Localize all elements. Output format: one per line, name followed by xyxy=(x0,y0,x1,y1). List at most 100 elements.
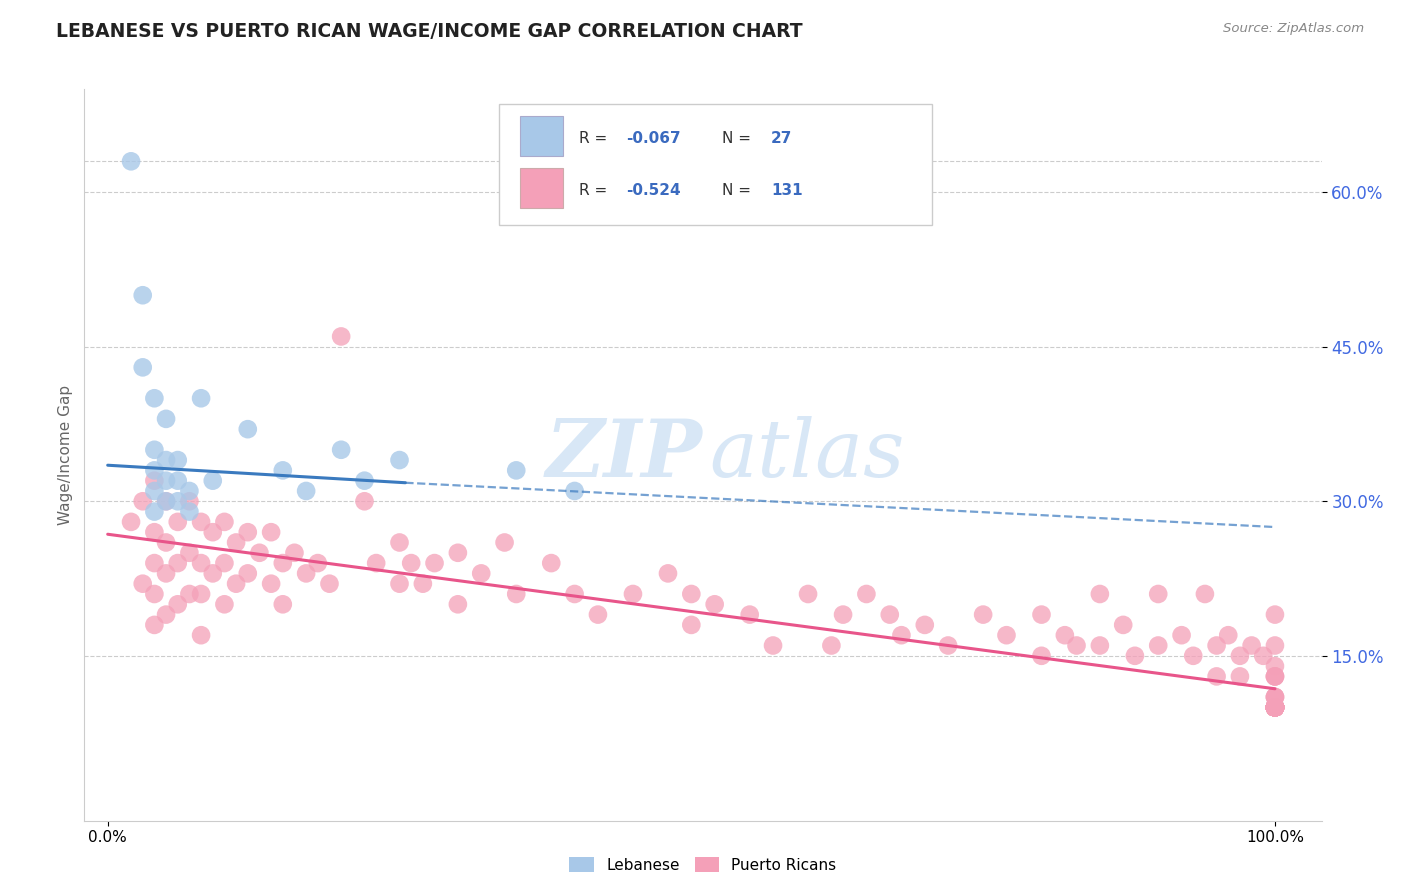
Point xyxy=(1264,700,1286,714)
Text: atlas: atlas xyxy=(709,417,904,493)
Point xyxy=(1240,639,1263,653)
Point xyxy=(143,463,166,477)
Point xyxy=(143,505,166,519)
Point xyxy=(260,576,283,591)
Point xyxy=(132,576,155,591)
Point xyxy=(995,628,1018,642)
Y-axis label: Wage/Income Gap: Wage/Income Gap xyxy=(58,384,73,525)
Point xyxy=(201,525,224,540)
Point xyxy=(201,566,224,581)
Point xyxy=(1031,607,1053,622)
Point xyxy=(143,618,166,632)
Point xyxy=(1264,669,1286,683)
Point xyxy=(295,566,318,581)
FancyBboxPatch shape xyxy=(499,103,932,225)
Point xyxy=(179,483,201,498)
Point xyxy=(447,597,470,611)
Point xyxy=(225,535,247,549)
Point xyxy=(1264,700,1286,714)
Point xyxy=(470,566,492,581)
Point xyxy=(1194,587,1216,601)
Point xyxy=(1264,690,1286,704)
Point xyxy=(820,639,842,653)
Point xyxy=(890,628,912,642)
Point xyxy=(1088,587,1111,601)
Point xyxy=(271,463,294,477)
Point xyxy=(1264,700,1286,714)
Point xyxy=(1264,700,1286,714)
Point xyxy=(1264,700,1286,714)
Point xyxy=(166,494,188,508)
Point xyxy=(236,525,259,540)
Point xyxy=(832,607,855,622)
Point xyxy=(1264,700,1286,714)
Point xyxy=(1264,669,1286,683)
Point xyxy=(353,494,375,508)
Point xyxy=(295,483,318,498)
Point xyxy=(1264,700,1286,714)
Point xyxy=(1264,700,1286,714)
Point xyxy=(179,505,201,519)
Point xyxy=(681,618,703,632)
Point xyxy=(621,587,644,601)
Point xyxy=(972,607,994,622)
Point xyxy=(1229,648,1251,663)
Text: N =: N = xyxy=(721,183,755,198)
Point xyxy=(179,587,201,601)
Point xyxy=(190,587,212,601)
Point xyxy=(214,515,236,529)
Point xyxy=(166,453,188,467)
Point xyxy=(1264,700,1286,714)
Point xyxy=(1264,700,1286,714)
Point xyxy=(249,546,271,560)
Point xyxy=(738,607,761,622)
Point xyxy=(190,515,212,529)
Point xyxy=(1088,639,1111,653)
Point xyxy=(155,607,177,622)
Point xyxy=(855,587,877,601)
Text: 27: 27 xyxy=(770,131,793,145)
Point xyxy=(388,535,411,549)
Point xyxy=(143,391,166,405)
Point xyxy=(1264,700,1286,714)
Point xyxy=(143,483,166,498)
Point xyxy=(412,576,434,591)
Point xyxy=(1031,648,1053,663)
Text: Source: ZipAtlas.com: Source: ZipAtlas.com xyxy=(1223,22,1364,36)
Point xyxy=(388,453,411,467)
Point xyxy=(1264,700,1286,714)
Point xyxy=(330,442,353,457)
Point xyxy=(120,515,142,529)
Point xyxy=(1264,700,1286,714)
Point xyxy=(201,474,224,488)
Point xyxy=(399,556,422,570)
Point xyxy=(1264,700,1286,714)
Point xyxy=(447,546,470,560)
Point xyxy=(143,442,166,457)
Text: 131: 131 xyxy=(770,183,803,198)
Point xyxy=(179,494,201,508)
Text: -0.067: -0.067 xyxy=(626,131,681,145)
Point xyxy=(564,483,586,498)
Text: N =: N = xyxy=(721,131,755,145)
Point xyxy=(143,556,166,570)
Point xyxy=(166,515,188,529)
Point xyxy=(797,587,820,601)
Point xyxy=(1264,700,1286,714)
Point xyxy=(283,546,305,560)
Point xyxy=(1264,700,1286,714)
Point xyxy=(657,566,679,581)
Point xyxy=(1264,659,1286,673)
Point xyxy=(703,597,725,611)
Point xyxy=(1170,628,1192,642)
Point xyxy=(1147,639,1170,653)
Point xyxy=(179,546,201,560)
Point xyxy=(1229,669,1251,683)
Point xyxy=(132,360,155,375)
Point xyxy=(681,587,703,601)
Point xyxy=(155,412,177,426)
Point xyxy=(1251,648,1274,663)
Point xyxy=(586,607,609,622)
Point xyxy=(564,587,586,601)
Point xyxy=(1123,648,1146,663)
